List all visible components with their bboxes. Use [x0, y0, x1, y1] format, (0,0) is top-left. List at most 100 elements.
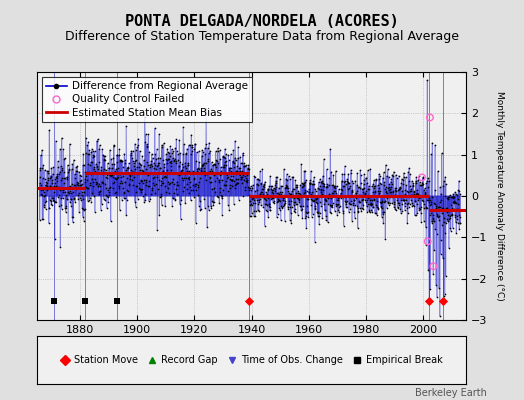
Point [441, 273, 450, 280]
Point [390, 192, 399, 198]
Point [215, 147, 224, 154]
Point [89, 154, 97, 160]
Point [431, 142, 439, 148]
Point [187, 197, 195, 204]
Point [443, 218, 452, 225]
Point [204, 207, 213, 214]
Point [66, 141, 74, 147]
Point [78, 206, 86, 212]
Point [38, 187, 47, 193]
Point [58, 175, 67, 181]
Point [410, 202, 418, 209]
Point [229, 147, 237, 154]
Point [432, 282, 440, 288]
Point [235, 196, 243, 203]
Point [101, 157, 109, 164]
Point [358, 201, 367, 208]
Point [427, 198, 435, 205]
Point [283, 177, 291, 184]
Point [456, 213, 464, 220]
Point [54, 192, 63, 198]
Point [266, 173, 275, 180]
Point [334, 186, 343, 193]
Point [89, 178, 97, 185]
Point [277, 217, 285, 224]
Point [126, 173, 134, 179]
Point [85, 195, 94, 202]
Point [119, 189, 128, 195]
Point [172, 186, 180, 192]
Point [218, 176, 226, 183]
Point [445, 208, 453, 215]
Point [375, 190, 383, 196]
Point [111, 168, 119, 174]
Point [343, 178, 352, 184]
Point [445, 245, 453, 252]
Point [42, 168, 51, 174]
Point [119, 170, 127, 177]
Point [360, 177, 368, 183]
Point [151, 181, 160, 188]
Point [158, 144, 167, 150]
Point [368, 209, 377, 216]
Point [281, 184, 290, 190]
Point [333, 212, 342, 218]
Point [451, 214, 460, 220]
Point [351, 177, 359, 184]
Point [424, 183, 432, 190]
Point [334, 197, 342, 203]
Point [208, 198, 216, 204]
Point [70, 194, 79, 201]
Point [330, 192, 339, 199]
Point [215, 156, 224, 162]
Point [215, 179, 223, 186]
Point [57, 135, 66, 141]
Point [190, 146, 199, 153]
Point [313, 200, 321, 206]
Point [292, 189, 301, 196]
Point [210, 172, 218, 178]
Point [392, 188, 401, 194]
Point [199, 161, 208, 168]
Point [261, 201, 269, 207]
Point [121, 160, 129, 166]
Point [245, 192, 253, 198]
Point [42, 178, 51, 185]
Point [221, 145, 229, 152]
Point [373, 204, 381, 210]
Point [387, 188, 395, 195]
Point [285, 173, 293, 180]
Point [288, 204, 296, 210]
Point [291, 199, 299, 205]
Point [268, 187, 277, 194]
Point [345, 193, 354, 199]
Point [216, 171, 225, 178]
Point [388, 189, 397, 196]
Point [301, 215, 310, 222]
Point [106, 172, 114, 178]
Point [409, 180, 418, 186]
Point [433, 212, 442, 218]
Point [47, 165, 56, 172]
Point [226, 164, 234, 171]
Point [110, 170, 118, 177]
Point [124, 180, 133, 187]
Point [176, 200, 184, 207]
Point [390, 204, 398, 210]
Point [67, 196, 75, 202]
Point [196, 206, 205, 212]
Point [367, 206, 375, 213]
Point [361, 197, 369, 204]
Point [148, 162, 156, 169]
Point [105, 188, 113, 195]
Point [169, 194, 177, 201]
Point [234, 143, 243, 150]
Point [42, 198, 50, 204]
Point [152, 166, 160, 172]
Point [263, 191, 271, 197]
Point [351, 215, 359, 221]
Point [141, 197, 149, 203]
Point [322, 217, 331, 223]
Point [334, 194, 343, 201]
Point [312, 199, 321, 206]
